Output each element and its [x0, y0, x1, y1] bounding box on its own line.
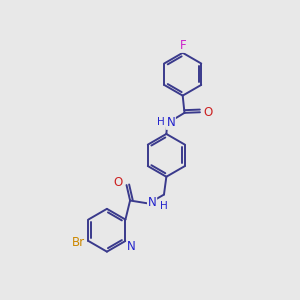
Text: F: F	[179, 39, 186, 52]
Text: H: H	[157, 117, 165, 127]
Text: O: O	[114, 176, 123, 189]
Text: N: N	[127, 240, 136, 253]
Text: N: N	[167, 116, 175, 129]
Text: H: H	[160, 202, 168, 212]
Text: Br: Br	[71, 236, 85, 249]
Text: N: N	[148, 196, 157, 209]
Text: O: O	[203, 106, 213, 119]
